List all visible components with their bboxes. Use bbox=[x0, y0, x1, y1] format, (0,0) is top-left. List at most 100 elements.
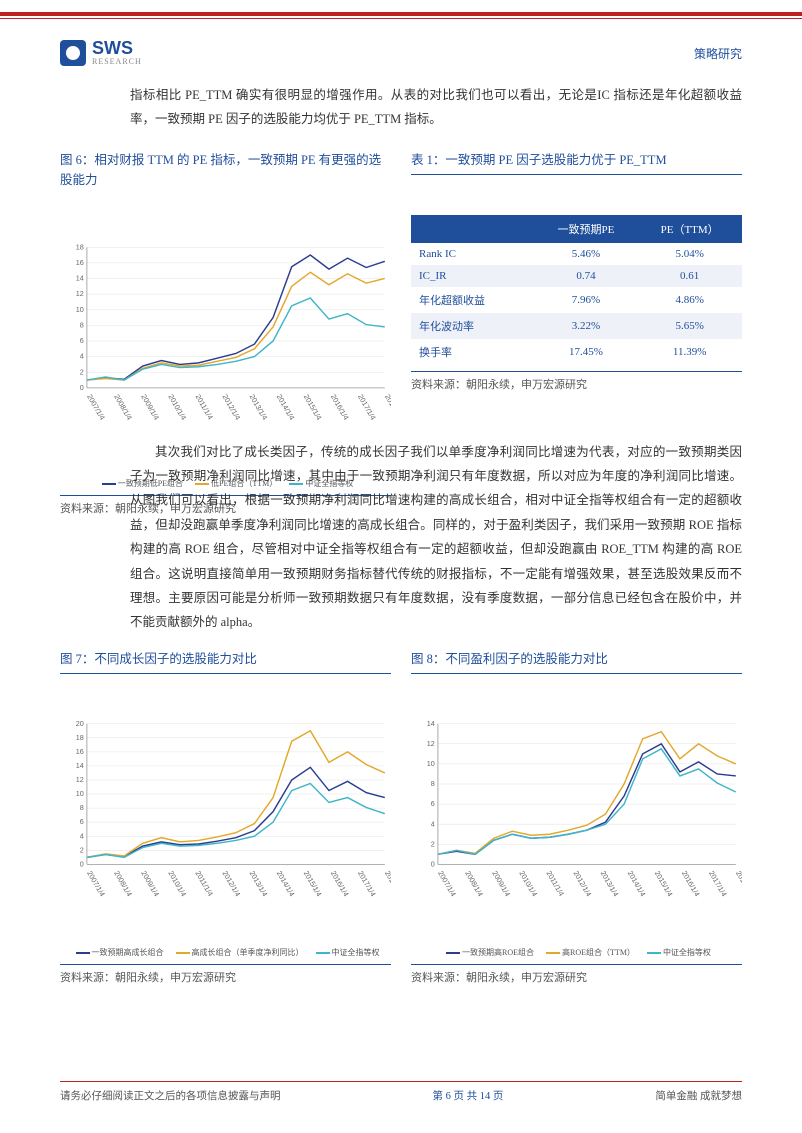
body-paragraph: 其次我们对比了成长类因子，传统的成长因子我们以单季度净利润同比增速为代表，对应的… bbox=[130, 440, 742, 635]
table1: 一致预期PEPE（TTM）Rank IC5.46%5.04%IC_IR0.740… bbox=[411, 215, 742, 365]
table-cell: 0.74 bbox=[535, 265, 638, 287]
svg-text:6: 6 bbox=[80, 336, 84, 345]
svg-text:2010/1/4: 2010/1/4 bbox=[166, 392, 188, 421]
fig7-block: 图 7：不同成长因子的选股能力对比 024681012141618202007/… bbox=[60, 649, 391, 910]
svg-text:2014/1/4: 2014/1/4 bbox=[275, 392, 297, 421]
svg-text:4: 4 bbox=[80, 831, 84, 840]
svg-text:2013/1/4: 2013/1/4 bbox=[248, 869, 270, 898]
svg-text:16: 16 bbox=[76, 257, 84, 266]
table-cell: IC_IR bbox=[411, 265, 535, 287]
table-cell: 年化超额收益 bbox=[411, 287, 535, 313]
fig8-legend: 一致预期高ROE组合高ROE组合（TTM）中证全指等权 bbox=[411, 947, 742, 958]
table-cell: 0.61 bbox=[637, 265, 742, 287]
table-cell: 11.39% bbox=[637, 339, 742, 365]
logo-sub-text: RESEARCH bbox=[92, 57, 142, 66]
svg-text:2009/1/4: 2009/1/4 bbox=[490, 869, 512, 898]
svg-text:2013/1/4: 2013/1/4 bbox=[248, 392, 270, 421]
svg-text:2: 2 bbox=[80, 845, 84, 854]
table-cell: 17.45% bbox=[535, 339, 638, 365]
svg-text:14: 14 bbox=[76, 761, 84, 770]
row-fig7-fig8: 图 7：不同成长因子的选股能力对比 024681012141618202007/… bbox=[60, 649, 742, 910]
fig7-chart: 024681012141618202007/1/42008/1/42009/1/… bbox=[60, 680, 391, 941]
logo: SWS RESEARCH bbox=[60, 40, 142, 66]
svg-text:12: 12 bbox=[76, 289, 84, 298]
svg-text:12: 12 bbox=[427, 739, 435, 748]
footer-left: 请务必仔细阅读正文之后的各项信息披露与声明 bbox=[60, 1088, 281, 1103]
svg-text:0: 0 bbox=[80, 382, 84, 391]
svg-text:10: 10 bbox=[76, 304, 84, 313]
svg-text:2008/1/4: 2008/1/4 bbox=[112, 869, 134, 898]
table-cell: Rank IC bbox=[411, 243, 535, 265]
table-cell: 换手率 bbox=[411, 339, 535, 365]
svg-text:6: 6 bbox=[80, 817, 84, 826]
svg-text:2009/1/4: 2009/1/4 bbox=[139, 869, 161, 898]
fig8-title: 图 8：不同盈利因子的选股能力对比 bbox=[411, 649, 742, 674]
svg-text:2015/1/4: 2015/1/4 bbox=[302, 392, 324, 421]
table-header: 一致预期PE bbox=[535, 215, 638, 243]
svg-text:2014/1/4: 2014/1/4 bbox=[626, 869, 648, 898]
svg-text:2007/1/4: 2007/1/4 bbox=[85, 869, 107, 898]
svg-text:2012/1/4: 2012/1/4 bbox=[572, 869, 594, 898]
svg-text:2009/1/4: 2009/1/4 bbox=[139, 392, 161, 421]
svg-text:4: 4 bbox=[80, 351, 84, 360]
table1-block: 表 1：一致预期 PE 因子选股能力优于 PE_TTM 一致预期PEPE（TTM… bbox=[411, 150, 742, 426]
sws-logo-icon bbox=[60, 40, 86, 66]
table1-title: 表 1：一致预期 PE 因子选股能力优于 PE_TTM bbox=[411, 150, 742, 175]
table-cell: 5.04% bbox=[637, 243, 742, 265]
table-header bbox=[411, 215, 535, 243]
svg-text:2017/1/4: 2017/1/4 bbox=[356, 869, 378, 898]
svg-text:2011/1/4: 2011/1/4 bbox=[544, 869, 566, 897]
table-row: 年化超额收益7.96%4.86% bbox=[411, 287, 742, 313]
table-header: PE（TTM） bbox=[637, 215, 742, 243]
svg-text:2: 2 bbox=[80, 367, 84, 376]
header: SWS RESEARCH 策略研究 bbox=[60, 40, 742, 66]
svg-text:16: 16 bbox=[76, 747, 84, 756]
svg-text:2016/1/4: 2016/1/4 bbox=[329, 392, 351, 421]
fig6-block: 图 6：相对财报 TTM 的 PE 指标，一致预期 PE 有更强的选股能力 02… bbox=[60, 150, 391, 426]
svg-text:2015/1/4: 2015/1/4 bbox=[653, 869, 675, 898]
table-cell: 5.65% bbox=[637, 313, 742, 339]
svg-text:2014/1/4: 2014/1/4 bbox=[275, 869, 297, 898]
svg-text:14: 14 bbox=[76, 273, 84, 282]
svg-text:18: 18 bbox=[76, 733, 84, 742]
svg-text:20: 20 bbox=[76, 718, 84, 727]
table1-source: 资料来源：朝阳永续，申万宏源研究 bbox=[411, 371, 742, 392]
fig6-title: 图 6：相对财报 TTM 的 PE 指标，一致预期 PE 有更强的选股能力 bbox=[60, 150, 391, 190]
svg-text:6: 6 bbox=[431, 799, 435, 808]
svg-text:2007/1/4: 2007/1/4 bbox=[436, 869, 458, 898]
page-footer: 请务必仔细阅读正文之后的各项信息披露与声明 第 6 页 共 14 页 简单金融 … bbox=[60, 1081, 742, 1103]
svg-text:8: 8 bbox=[431, 779, 435, 788]
table-row: IC_IR0.740.61 bbox=[411, 265, 742, 287]
footer-page: 第 6 页 共 14 页 bbox=[433, 1088, 504, 1103]
svg-text:8: 8 bbox=[80, 803, 84, 812]
svg-text:2010/1/4: 2010/1/4 bbox=[517, 869, 539, 898]
svg-text:2010/1/4: 2010/1/4 bbox=[166, 869, 188, 898]
svg-text:2016/1/4: 2016/1/4 bbox=[680, 869, 702, 898]
svg-text:2012/1/4: 2012/1/4 bbox=[221, 869, 243, 898]
table-row: 换手率17.45%11.39% bbox=[411, 339, 742, 365]
svg-text:14: 14 bbox=[427, 718, 435, 727]
svg-text:18: 18 bbox=[76, 242, 84, 251]
svg-text:4: 4 bbox=[431, 819, 435, 828]
svg-text:2018/1/4: 2018/1/4 bbox=[383, 869, 391, 898]
header-category: 策略研究 bbox=[694, 45, 742, 62]
row-fig6-table1: 图 6：相对财报 TTM 的 PE 指标，一致预期 PE 有更强的选股能力 02… bbox=[60, 150, 742, 426]
page-container: SWS RESEARCH 策略研究 指标相比 PE_TTM 确实有很明显的增强作… bbox=[0, 0, 802, 1133]
table-row: 年化波动率3.22%5.65% bbox=[411, 313, 742, 339]
svg-text:2012/1/4: 2012/1/4 bbox=[221, 392, 243, 421]
fig8-block: 图 8：不同盈利因子的选股能力对比 024681012142007/1/4200… bbox=[411, 649, 742, 910]
svg-text:2011/1/4: 2011/1/4 bbox=[193, 869, 215, 897]
fig7-title: 图 7：不同成长因子的选股能力对比 bbox=[60, 649, 391, 674]
svg-text:12: 12 bbox=[76, 775, 84, 784]
svg-text:2018/1/4: 2018/1/4 bbox=[734, 869, 742, 898]
svg-text:8: 8 bbox=[80, 320, 84, 329]
svg-text:10: 10 bbox=[76, 789, 84, 798]
table-cell: 5.46% bbox=[535, 243, 638, 265]
table-cell: 4.86% bbox=[637, 287, 742, 313]
svg-text:2013/1/4: 2013/1/4 bbox=[599, 869, 621, 898]
table-cell: 3.22% bbox=[535, 313, 638, 339]
svg-text:2008/1/4: 2008/1/4 bbox=[463, 869, 485, 898]
svg-text:2011/1/4: 2011/1/4 bbox=[193, 392, 215, 420]
svg-text:2007/1/4: 2007/1/4 bbox=[85, 392, 107, 421]
svg-text:2018/1/4: 2018/1/4 bbox=[383, 392, 391, 421]
